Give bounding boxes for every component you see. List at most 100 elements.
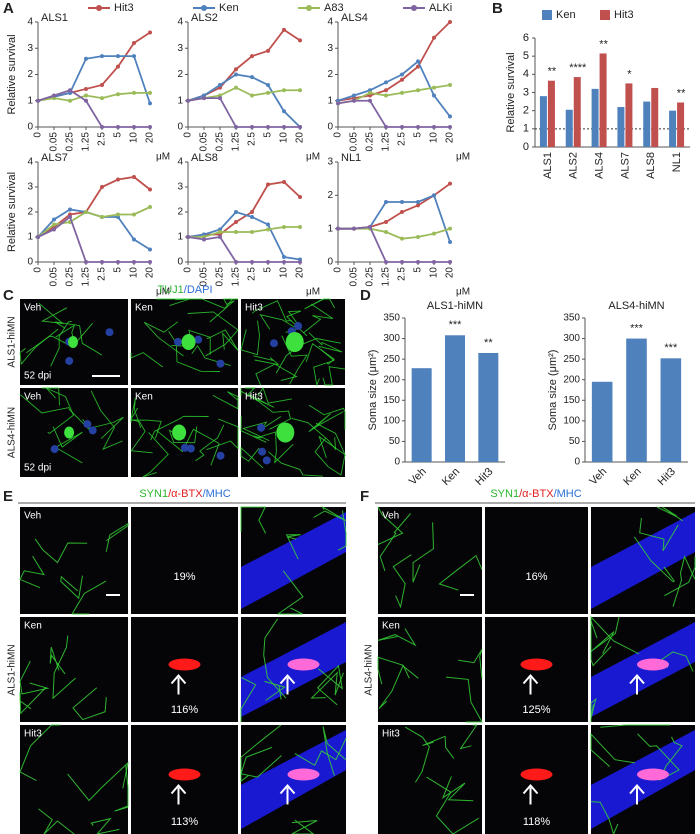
data-point — [368, 90, 372, 95]
x-tick-label: Hit3 — [473, 466, 495, 488]
neurite — [276, 570, 304, 615]
neurite — [315, 422, 347, 459]
neurite — [254, 398, 292, 430]
significance: *** — [630, 322, 644, 334]
y-tick-label: 200 — [563, 374, 580, 385]
x-tick-label: 0.25 — [365, 132, 376, 152]
neurite — [156, 428, 220, 466]
data-point — [218, 83, 222, 87]
x-tick-label: 10 — [129, 267, 140, 279]
neurite — [590, 732, 636, 767]
side-label: ALS4-hiMN — [364, 644, 375, 695]
bar — [626, 338, 647, 462]
y-tick-label: 2 — [27, 207, 33, 218]
image-label: Hit3 — [245, 392, 263, 403]
image-layer — [18, 298, 696, 834]
y-tick-label: 4 — [177, 17, 183, 28]
y-tick-label: 0 — [327, 122, 333, 133]
y-tick-label: 2 — [27, 69, 33, 80]
legend-marker — [306, 5, 312, 11]
x-tick-label: ALS2 — [568, 152, 580, 179]
chart-title: ALS4 — [341, 12, 368, 24]
data-point — [336, 101, 340, 106]
data-point — [84, 260, 88, 264]
percent-label: 113% — [171, 816, 199, 828]
percent-label: 19% — [173, 571, 195, 583]
neurite — [19, 724, 61, 782]
data-point — [266, 227, 270, 232]
neurite — [377, 506, 404, 546]
y-tick-label: 150 — [563, 395, 580, 406]
image-label: Hit3 — [382, 729, 400, 740]
data-point — [234, 85, 238, 90]
y-tick-label: 350 — [383, 313, 400, 324]
data-point — [416, 59, 420, 64]
x-tick-label: 2.5 — [397, 267, 408, 281]
neurite — [240, 446, 264, 469]
image-label: Ken — [382, 621, 400, 632]
neurite — [150, 415, 209, 441]
panel-label: F — [360, 488, 369, 505]
percent-label: 116% — [171, 704, 199, 716]
x-tick-label: 2.5 — [97, 267, 108, 281]
x-tick-label: 0.05 — [49, 132, 60, 152]
y-tick-label: 0 — [177, 257, 183, 268]
muscle-fiber — [241, 622, 346, 717]
neurite — [337, 510, 347, 551]
x-tick-label: 0 — [183, 267, 194, 273]
endplate — [287, 768, 320, 781]
data-point — [298, 125, 302, 129]
neurite — [633, 536, 676, 583]
neurite — [656, 506, 683, 522]
chart-title: ALS1 — [41, 12, 68, 24]
bar — [643, 101, 651, 147]
neurite — [438, 554, 483, 591]
percent-label: 118% — [523, 816, 551, 828]
bar — [591, 381, 613, 462]
data-point — [186, 98, 190, 103]
neurite — [304, 298, 335, 310]
neurite — [322, 366, 346, 386]
neurite — [34, 538, 88, 564]
soma — [276, 422, 295, 443]
data-point — [384, 80, 388, 85]
x-tick-label: ALS1 — [542, 152, 554, 179]
series-line — [187, 236, 300, 263]
neurite — [264, 681, 286, 701]
x-axis-label: μM — [306, 152, 320, 163]
y-tick-label: 0 — [523, 141, 529, 153]
y-axis-label: Relative survival — [505, 52, 517, 132]
x-tick-label: 20 — [145, 267, 156, 279]
row-label: ALS1-hiMN — [7, 316, 18, 367]
nucleus — [83, 420, 92, 429]
data-point — [336, 226, 340, 231]
data-point — [400, 210, 404, 214]
data-point — [148, 30, 152, 35]
x-tick-label: 0.05 — [349, 267, 360, 287]
chart-title: ALS4-hiMN — [608, 300, 664, 312]
endplate — [287, 658, 320, 671]
data-point — [250, 215, 254, 219]
legend-marker — [96, 5, 102, 11]
y-tick-label: 150 — [383, 395, 400, 406]
y-tick-label: 3 — [523, 86, 529, 98]
data-point — [352, 93, 356, 98]
significance: ** — [484, 337, 493, 349]
neurite — [240, 388, 259, 402]
x-tick-label: 20 — [295, 132, 306, 144]
x-tick-label: 5 — [113, 267, 124, 273]
y-tick-label: 250 — [383, 354, 400, 365]
x-tick-label: 20 — [445, 132, 456, 144]
data-point — [448, 181, 452, 186]
data-point — [298, 225, 302, 229]
image-note: 52 dpi — [24, 371, 51, 382]
x-tick-label: Ken — [621, 466, 643, 488]
x-axis-label: μM — [156, 152, 170, 163]
series-line — [37, 206, 151, 238]
data-point — [384, 230, 388, 234]
series-line — [188, 226, 300, 238]
data-point — [84, 86, 88, 91]
bar — [411, 368, 432, 462]
data-point — [298, 260, 302, 264]
significance: ** — [599, 38, 608, 50]
